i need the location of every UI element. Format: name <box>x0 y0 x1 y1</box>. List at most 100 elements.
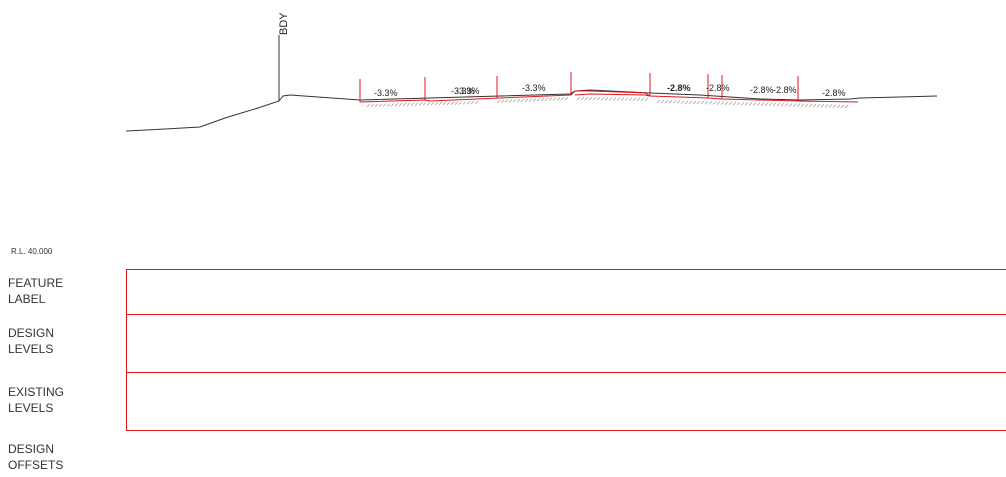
row-label-feature-label: FEATURE LABEL <box>8 275 118 307</box>
hatch-mark <box>394 102 399 107</box>
grade-label: -2.8% <box>750 85 774 95</box>
grade-label: -3.3% <box>451 86 475 96</box>
hatch-mark <box>378 103 383 107</box>
hatch-mark <box>696 100 701 105</box>
hatch-mark <box>532 98 537 102</box>
hatch-mark <box>508 99 513 103</box>
hatch-mark <box>446 101 451 106</box>
hatch-mark <box>632 97 637 102</box>
hatch-mark <box>454 101 459 105</box>
hatch-mark <box>680 100 685 104</box>
hatch-mark <box>584 96 589 101</box>
hatch-mark <box>716 101 721 105</box>
hatch-mark <box>824 104 829 108</box>
hatch-mark <box>748 102 753 106</box>
hatch-mark <box>474 100 479 105</box>
hatch-mark <box>800 103 805 108</box>
hatch-mark <box>804 103 809 108</box>
hatch-mark <box>438 101 443 106</box>
hatch-mark <box>580 96 585 101</box>
hatch-mark <box>744 102 749 106</box>
hatch-mark <box>636 97 641 102</box>
median-kerb-line <box>574 93 651 97</box>
hatch-mark <box>406 102 411 107</box>
row-label-line: EXISTING <box>8 385 65 399</box>
grade-label: -3.3% <box>522 83 546 93</box>
row-label-line: DESIGN <box>8 442 55 456</box>
hatch-mark <box>500 99 505 104</box>
hatch-mark <box>836 104 841 108</box>
hatch-mark <box>740 101 745 106</box>
hatch-mark <box>700 100 705 105</box>
row-label-line: OFFSETS <box>8 458 64 472</box>
hatch-mark <box>402 102 407 107</box>
grade-label: -3.3% <box>456 86 480 96</box>
boundary-label: BDY <box>278 12 290 35</box>
grade-label: -3.3% <box>374 88 398 98</box>
hatch-mark <box>616 97 621 101</box>
hatch-mark <box>528 98 533 102</box>
hatch-mark <box>688 100 693 105</box>
hatch-mark <box>736 101 741 106</box>
hatch-mark <box>708 101 713 105</box>
hatch-mark <box>576 96 581 101</box>
hatch-mark <box>724 101 729 106</box>
hatch-mark <box>450 101 455 105</box>
hatch-mark <box>516 98 521 103</box>
hatch-mark <box>808 103 813 108</box>
hatch-mark <box>612 97 617 101</box>
subgrade-hatching <box>366 96 849 109</box>
hatch-mark <box>442 101 447 106</box>
hatch-mark <box>812 103 817 108</box>
grade-label: -2.8% <box>773 85 797 95</box>
hatch-mark <box>720 101 725 105</box>
hatch-mark <box>776 102 781 107</box>
row-label-line: LABEL <box>8 292 46 306</box>
hatch-mark <box>672 100 677 104</box>
hatch-mark <box>668 100 673 104</box>
feature-ticks <box>359 72 799 102</box>
row-label-line: FEATURE <box>8 276 64 290</box>
hatch-mark <box>520 98 525 103</box>
hatch-mark <box>764 102 769 107</box>
design-surface-line <box>359 90 859 103</box>
hatch-mark <box>398 102 403 107</box>
hatch-mark <box>414 102 419 106</box>
hatch-mark <box>828 104 833 108</box>
hatch-mark <box>592 96 597 101</box>
grade-label: -2.8% <box>822 88 846 98</box>
hatch-mark <box>552 97 557 101</box>
hatch-mark <box>816 103 821 108</box>
hatch-mark <box>692 100 697 105</box>
hatch-mark <box>756 102 761 106</box>
feature-label-band <box>126 269 1006 315</box>
hatch-mark <box>704 101 709 105</box>
hatch-mark <box>772 102 777 107</box>
hatch-mark <box>430 102 435 106</box>
hatch-mark <box>604 97 609 101</box>
hatch-mark <box>410 102 415 107</box>
hatch-mark <box>844 104 849 109</box>
hatch-mark <box>676 100 681 104</box>
row-label-line: DESIGN <box>8 326 55 340</box>
hatch-mark <box>620 97 625 101</box>
hatch-mark <box>548 97 553 102</box>
hatch-mark <box>382 103 387 107</box>
hatch-mark <box>536 98 541 102</box>
hatch-mark <box>788 103 793 107</box>
hatch-mark <box>600 97 605 101</box>
hatch-mark <box>426 102 431 106</box>
hatch-mark <box>366 103 371 108</box>
hatch-mark <box>820 104 825 108</box>
hatch-mark <box>712 101 717 105</box>
hatch-mark <box>768 102 773 107</box>
grade-label: -2.8% <box>667 83 691 93</box>
hatch-mark <box>640 97 645 102</box>
hatch-mark <box>512 99 517 103</box>
row-label-design-offsets: DESIGN OFFSETS <box>8 441 118 473</box>
hatch-mark <box>608 97 613 101</box>
existing-levels-band <box>126 372 1006 431</box>
hatch-mark <box>390 103 395 107</box>
hatch-mark <box>624 97 629 101</box>
